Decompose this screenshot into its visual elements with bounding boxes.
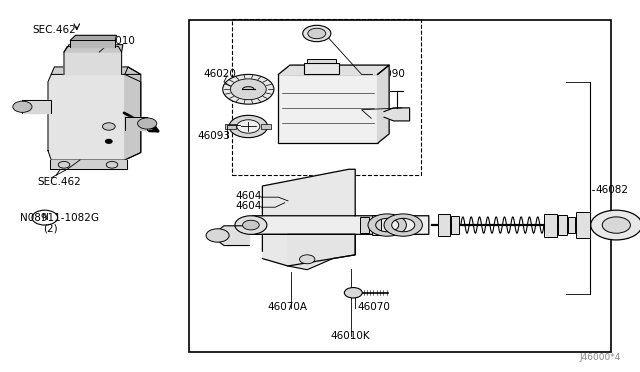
Bar <box>261 124 271 129</box>
Text: 46045: 46045 <box>236 202 269 211</box>
Circle shape <box>235 216 267 234</box>
Polygon shape <box>262 169 355 216</box>
Bar <box>360 217 369 233</box>
Circle shape <box>223 74 274 104</box>
Text: N: N <box>42 213 48 222</box>
Polygon shape <box>278 65 389 74</box>
Text: N08911-1082G: N08911-1082G <box>20 213 99 222</box>
Polygon shape <box>48 74 141 160</box>
Circle shape <box>243 220 259 230</box>
Text: 46020: 46020 <box>204 70 236 79</box>
Circle shape <box>13 101 32 112</box>
Polygon shape <box>64 46 122 74</box>
Circle shape <box>303 25 331 42</box>
Text: 46082: 46082 <box>595 185 628 195</box>
Text: 46070A: 46070A <box>268 302 307 312</box>
Bar <box>189 20 611 352</box>
Polygon shape <box>378 65 389 143</box>
Polygon shape <box>125 67 141 160</box>
Polygon shape <box>250 216 429 234</box>
Text: 46093: 46093 <box>197 131 230 141</box>
Circle shape <box>308 28 326 39</box>
Text: 46045: 46045 <box>236 192 269 201</box>
Bar <box>438 214 450 236</box>
Bar <box>307 59 336 63</box>
Polygon shape <box>262 234 355 266</box>
Text: SEC.462: SEC.462 <box>32 25 76 35</box>
Polygon shape <box>125 117 147 130</box>
Text: 46090: 46090 <box>372 70 405 79</box>
Circle shape <box>602 217 630 233</box>
Polygon shape <box>384 108 410 121</box>
Bar <box>278 74 378 143</box>
Bar <box>304 63 339 74</box>
Text: 46010: 46010 <box>102 36 135 46</box>
Text: 46010K: 46010K <box>331 331 371 340</box>
Polygon shape <box>288 234 355 270</box>
Polygon shape <box>64 45 123 52</box>
Polygon shape <box>70 35 116 40</box>
Circle shape <box>106 140 112 143</box>
Polygon shape <box>51 67 141 74</box>
Text: 46048: 46048 <box>372 112 406 122</box>
Circle shape <box>206 229 229 242</box>
Polygon shape <box>218 226 250 246</box>
Circle shape <box>300 255 315 264</box>
Polygon shape <box>50 160 127 169</box>
Circle shape <box>344 288 362 298</box>
Polygon shape <box>22 100 51 113</box>
Bar <box>232 19 421 175</box>
Circle shape <box>230 79 266 100</box>
Circle shape <box>102 123 115 130</box>
Bar <box>576 212 590 238</box>
Text: (2): (2) <box>44 224 58 234</box>
Circle shape <box>138 118 157 129</box>
Bar <box>558 215 567 235</box>
Text: 46070: 46070 <box>357 302 390 312</box>
Polygon shape <box>70 40 115 46</box>
Bar <box>544 214 557 237</box>
Bar <box>372 215 381 235</box>
Bar <box>568 217 575 233</box>
Circle shape <box>229 115 268 138</box>
Bar <box>225 124 236 129</box>
Circle shape <box>591 210 640 240</box>
Text: J46000*4: J46000*4 <box>579 353 621 362</box>
Bar <box>451 216 459 234</box>
Text: SEC.462: SEC.462 <box>37 177 81 187</box>
Circle shape <box>237 120 260 133</box>
